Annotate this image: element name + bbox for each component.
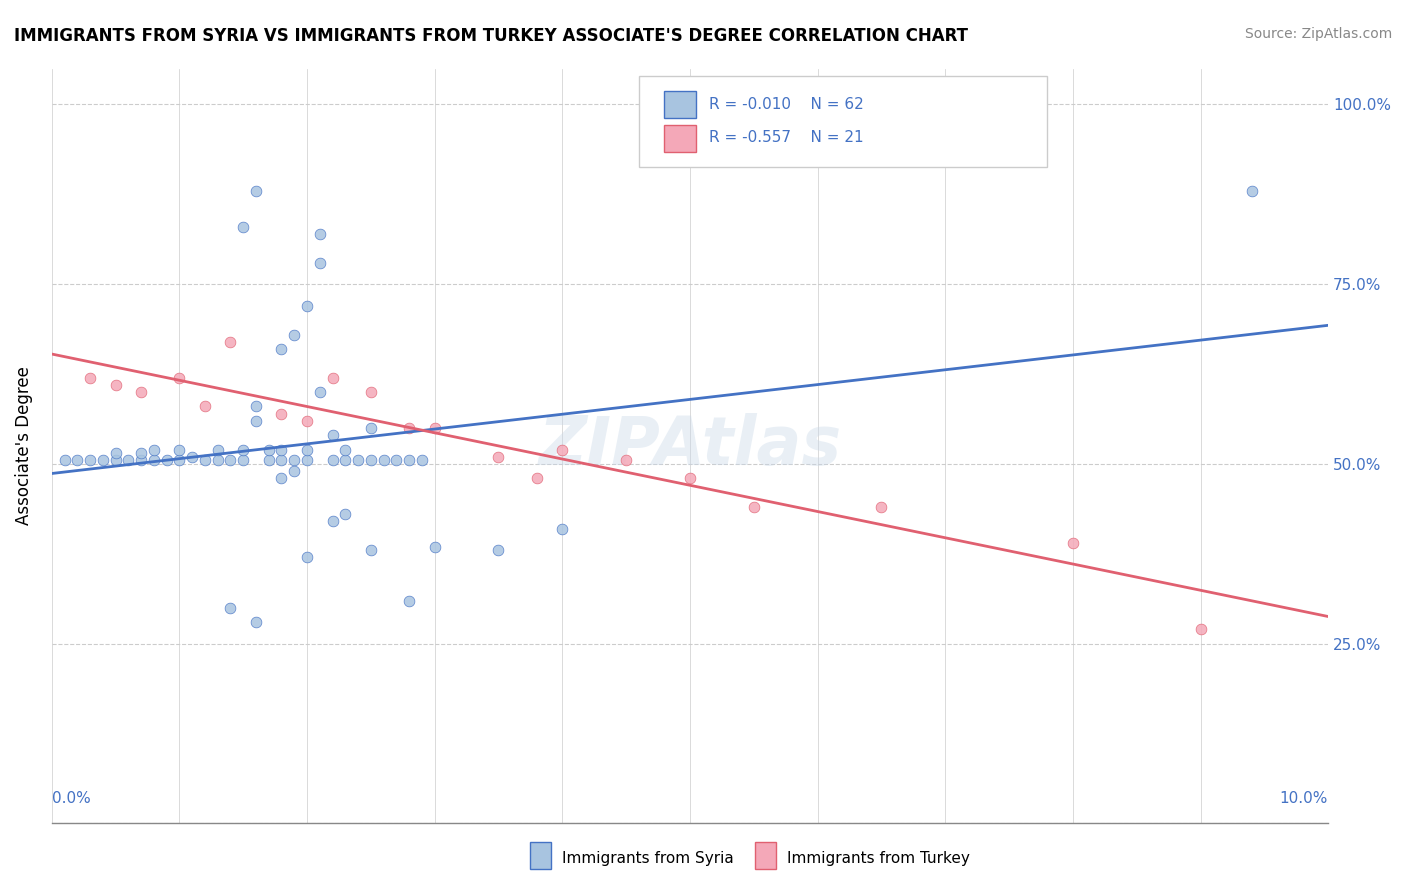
Y-axis label: Associate's Degree: Associate's Degree [15,367,32,525]
Point [385,453,408,467]
Point [194,400,217,414]
Point [232,219,254,234]
Point [169,442,191,457]
Text: ZIPAtlas: ZIPAtlas [538,413,842,479]
Point [360,453,382,467]
Point [219,334,242,349]
Point [79,370,101,384]
Point [398,593,420,607]
Point [219,453,242,467]
Point [295,299,318,313]
Point [488,543,510,558]
Point [322,453,344,467]
Point [308,255,330,269]
Point [322,428,344,442]
Point [245,184,267,198]
Point [295,442,318,457]
Point [335,442,357,457]
FancyBboxPatch shape [638,76,1047,167]
Point [335,453,357,467]
Point [129,385,152,400]
Point [283,464,305,478]
Point [283,327,305,342]
Point [1062,536,1084,550]
Point [1189,623,1212,637]
FancyBboxPatch shape [665,91,696,118]
Point [1240,184,1263,198]
Point [129,446,152,460]
Point [117,453,139,467]
Point [104,453,127,467]
Point [53,453,76,467]
Point [373,453,395,467]
Point [398,421,420,435]
Text: R = -0.010    N = 62: R = -0.010 N = 62 [709,96,863,112]
Text: 10.0%: 10.0% [1279,791,1329,806]
Point [398,453,420,467]
Point [423,421,446,435]
Text: 0.0%: 0.0% [52,791,90,806]
Point [91,453,114,467]
Point [142,442,165,457]
Point [295,414,318,428]
Point [219,600,242,615]
Point [347,453,370,467]
Point [308,227,330,241]
Point [257,442,280,457]
Point [181,450,204,464]
Point [308,385,330,400]
Point [614,453,637,467]
Point [104,377,127,392]
Text: R = -0.557    N = 21: R = -0.557 N = 21 [709,130,863,145]
Point [270,471,292,485]
Point [232,453,254,467]
Point [322,515,344,529]
Point [360,385,382,400]
Text: IMMIGRANTS FROM SYRIA VS IMMIGRANTS FROM TURKEY ASSOCIATE'S DEGREE CORRELATION C: IMMIGRANTS FROM SYRIA VS IMMIGRANTS FROM… [14,27,969,45]
Text: Source: ZipAtlas.com: Source: ZipAtlas.com [1244,27,1392,41]
Point [411,453,433,467]
Point [270,407,292,421]
Point [156,453,179,467]
Point [104,446,127,460]
Point [245,414,267,428]
Point [207,453,229,467]
Point [551,522,574,536]
FancyBboxPatch shape [665,125,696,152]
Point [270,442,292,457]
Point [257,453,280,467]
Point [360,543,382,558]
Point [142,453,165,467]
Point [360,421,382,435]
Text: Immigrants from Syria: Immigrants from Syria [562,851,734,865]
Point [270,342,292,356]
Point [488,450,510,464]
Point [169,453,191,467]
Point [526,471,548,485]
Point [295,453,318,467]
Point [79,453,101,467]
Point [742,500,765,515]
Point [66,453,89,467]
Point [245,615,267,629]
Text: Immigrants from Turkey: Immigrants from Turkey [787,851,970,865]
Point [335,508,357,522]
Point [283,453,305,467]
Point [270,453,292,467]
Point [129,453,152,467]
Point [169,370,191,384]
Point [194,453,217,467]
Point [870,500,893,515]
Point [295,550,318,565]
Point [679,471,702,485]
Point [322,370,344,384]
Point [232,442,254,457]
Point [207,442,229,457]
Point [245,400,267,414]
Point [423,540,446,554]
Point [551,442,574,457]
